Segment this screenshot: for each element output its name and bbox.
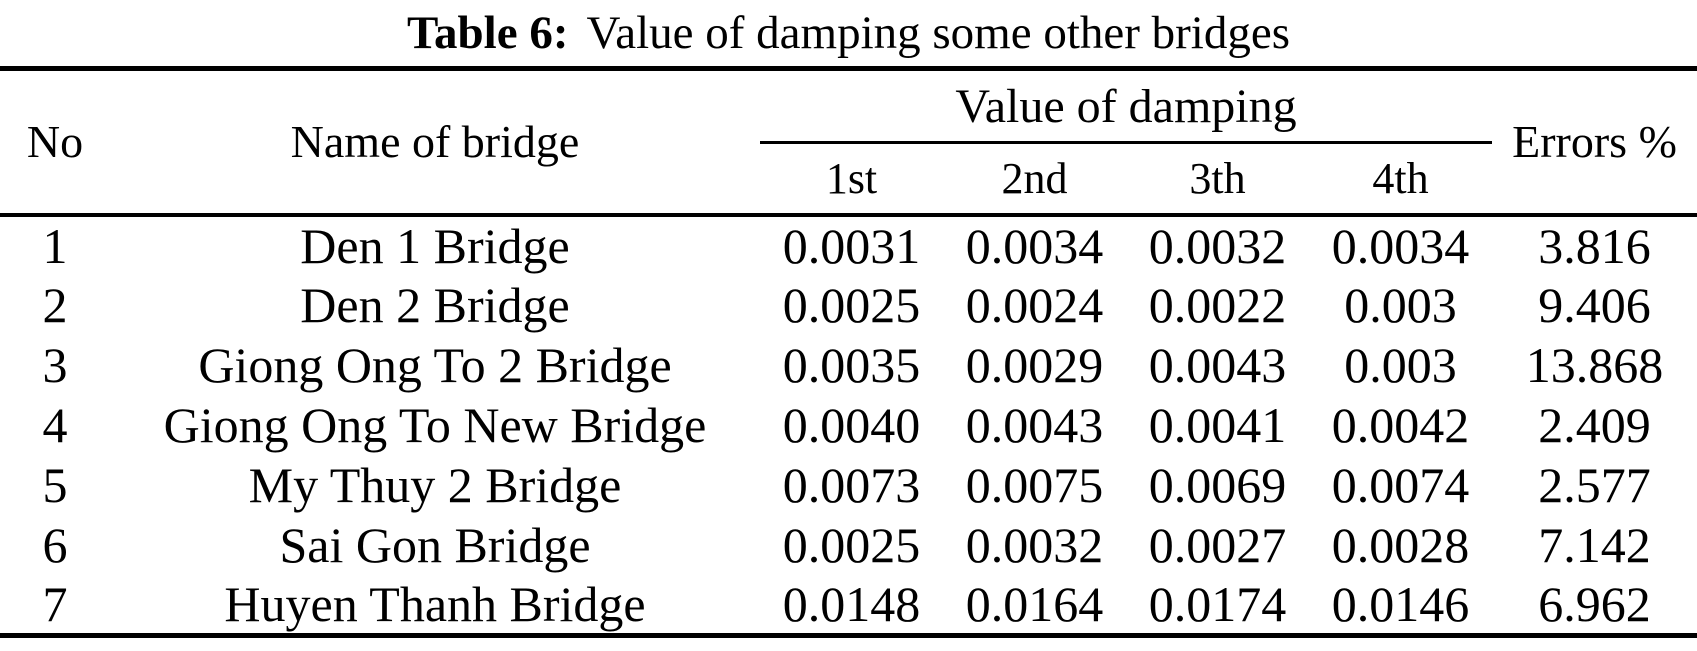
- cell-damping-2nd: 0.0164: [965, 575, 1104, 632]
- header-row-sub: 1st 2nd 3th 4th: [0, 142, 1697, 217]
- cell-bridge-name: Sai Gon Bridge: [279, 516, 591, 573]
- cell-damping-1st: 0.0035: [782, 336, 921, 393]
- cell-bridge-name: Den 2 Bridge: [300, 276, 570, 333]
- cell-damping-3th: 0.0027: [1148, 516, 1287, 573]
- table-caption-text: Value of damping some other bridges: [586, 7, 1291, 59]
- cell-damping-1st: 0.0025: [782, 516, 921, 573]
- table-row: 5 My Thuy 2 Bridge 0.0073 0.0075 0.0069 …: [0, 455, 1697, 515]
- header-mode-1st: 1st: [760, 142, 943, 217]
- cell-damping-4th: 0.003: [1344, 336, 1457, 393]
- table-row: 7 Huyen Thanh Bridge 0.0148 0.0164 0.017…: [0, 575, 1697, 636]
- cell-damping-4th: 0.0028: [1331, 516, 1470, 573]
- cell-damping-3th: 0.0022: [1148, 276, 1287, 333]
- cell-damping-4th: 0.0074: [1331, 456, 1470, 513]
- cell-no: 6: [42, 516, 68, 573]
- cell-damping-1st: 0.0031: [782, 217, 921, 274]
- cell-damping-3th: 0.0174: [1148, 575, 1287, 632]
- header-row-top: No Name of bridge Value of damping Error…: [0, 68, 1697, 217]
- header-mode-2nd: 2nd: [943, 142, 1126, 217]
- header-no: No: [0, 68, 110, 217]
- header-errors-percent: Errors %: [1492, 68, 1697, 217]
- cell-bridge-name: Giong Ong To New Bridge: [163, 396, 707, 453]
- cell-no: 4: [42, 396, 68, 453]
- cell-damping-1st: 0.0148: [782, 575, 921, 632]
- cell-damping-2nd: 0.0032: [965, 516, 1104, 573]
- cell-error-percent: 13.868: [1525, 336, 1664, 393]
- cell-no: 1: [42, 217, 68, 274]
- cell-bridge-name: Huyen Thanh Bridge: [224, 575, 646, 632]
- table-body: 1 Den 1 Bridge 0.0031 0.0034 0.0032 0.00…: [0, 215, 1697, 636]
- table-row: 6 Sai Gon Bridge 0.0025 0.0032 0.0027 0.…: [0, 515, 1697, 575]
- cell-damping-2nd: 0.0024: [965, 276, 1104, 333]
- table-row: 4 Giong Ong To New Bridge 0.0040 0.0043 …: [0, 395, 1697, 455]
- cell-no: 3: [42, 336, 68, 393]
- cell-damping-2nd: 0.0034: [965, 217, 1104, 274]
- cell-damping-4th: 0.0042: [1331, 396, 1470, 453]
- cell-no: 5: [42, 456, 68, 513]
- cell-no: 7: [42, 575, 68, 632]
- cell-damping-3th: 0.0041: [1148, 396, 1287, 453]
- cell-damping-1st: 0.0025: [782, 276, 921, 333]
- header-mode-3th: 3th: [1126, 142, 1309, 217]
- table-header: No Name of bridge Value of damping Error…: [0, 68, 1697, 217]
- cell-damping-4th: 0.0034: [1331, 217, 1470, 274]
- cell-damping-4th: 0.003: [1344, 276, 1457, 333]
- cell-damping-2nd: 0.0075: [965, 456, 1104, 513]
- cell-bridge-name: My Thuy 2 Bridge: [248, 456, 622, 513]
- cell-no: 2: [42, 276, 68, 333]
- table-caption: Table 6: Value of damping some other brid…: [0, 0, 1697, 66]
- cell-error-percent: 2.409: [1538, 396, 1651, 453]
- cell-damping-3th: 0.0069: [1148, 456, 1287, 513]
- table-row: 2 Den 2 Bridge 0.0025 0.0024 0.0022 0.00…: [0, 275, 1697, 335]
- table-row: 1 Den 1 Bridge 0.0031 0.0034 0.0032 0.00…: [0, 215, 1697, 275]
- header-mode-4th: 4th: [1309, 142, 1492, 217]
- header-name-of-bridge: Name of bridge: [110, 68, 760, 217]
- cell-damping-3th: 0.0032: [1148, 217, 1287, 274]
- cell-damping-1st: 0.0040: [782, 396, 921, 453]
- cell-error-percent: 9.406: [1538, 276, 1651, 333]
- cell-error-percent: 6.962: [1538, 575, 1651, 632]
- header-value-of-damping-group: Value of damping: [760, 68, 1492, 144]
- cell-damping-2nd: 0.0029: [965, 336, 1104, 393]
- cell-error-percent: 7.142: [1538, 516, 1651, 573]
- cell-damping-2nd: 0.0043: [965, 396, 1104, 453]
- table-caption-label: Table 6:: [406, 7, 569, 59]
- cell-damping-3th: 0.0043: [1148, 336, 1287, 393]
- cell-error-percent: 3.816: [1538, 217, 1651, 274]
- cell-damping-4th: 0.0146: [1331, 575, 1470, 632]
- cell-error-percent: 2.577: [1538, 456, 1651, 513]
- damping-table: No Name of bridge Value of damping Error…: [0, 66, 1697, 638]
- table-row: 3 Giong Ong To 2 Bridge 0.0035 0.0029 0.…: [0, 335, 1697, 395]
- cell-bridge-name: Den 1 Bridge: [300, 217, 570, 274]
- cell-bridge-name: Giong Ong To 2 Bridge: [198, 336, 672, 393]
- cell-damping-1st: 0.0073: [782, 456, 921, 513]
